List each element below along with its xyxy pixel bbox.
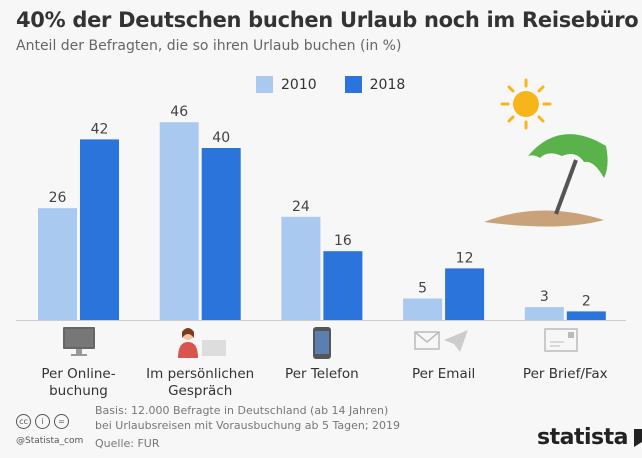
data-label: 3 <box>540 289 549 305</box>
nd-icon: = <box>54 414 69 429</box>
letter-icon <box>544 328 578 352</box>
category-label: Per Email <box>411 366 476 382</box>
beach-illustration-icon <box>484 78 608 227</box>
chart-title: 40% der Deutschen buchen Urlaub noch im … <box>16 8 639 32</box>
data-label: 12 <box>456 250 474 266</box>
basis-line-2: bei Urlaubsreisen mit Vorausbuchung ab 5… <box>95 419 401 432</box>
category-label: Per Brief/Fax <box>522 366 608 382</box>
statista-logo-icon <box>633 428 642 447</box>
chart-subtitle: Anteil der Befragten, die so ihren Urlau… <box>16 38 402 54</box>
bar-2010-0 <box>38 208 77 320</box>
bar-2018-1 <box>201 148 241 320</box>
basis-line-1: Basis: 12.000 Befragte in Deutschland (a… <box>95 404 389 417</box>
creative-commons-icons: cc i = <box>16 414 69 429</box>
phone-icon <box>313 327 331 359</box>
legend: 2010 2018 <box>256 76 405 93</box>
bar-2010-1 <box>159 122 199 320</box>
data-label: 46 <box>170 104 188 120</box>
category-label: Per Telefon <box>285 366 359 382</box>
bar-2018-3 <box>445 268 485 320</box>
data-label: 5 <box>418 281 427 297</box>
data-label: 24 <box>292 199 310 215</box>
footnote: Basis: 12.000 Befragte in Deutschland (a… <box>95 403 400 451</box>
bar-2018-0 <box>80 139 119 320</box>
monitor-icon <box>63 327 95 356</box>
source: Quelle: FUR <box>95 437 160 450</box>
data-label: 26 <box>49 190 67 206</box>
bar-2010-4 <box>524 307 564 320</box>
cc-icon: cc <box>16 414 31 429</box>
data-label: 2 <box>582 293 591 309</box>
legend-swatch <box>344 76 362 93</box>
legend-label: 2018 <box>369 76 406 93</box>
category-label: Per Online-buchung <box>41 366 116 399</box>
legend-item-2018: 2018 <box>344 76 406 93</box>
category-label: Im persönlichen Gespräch <box>146 366 255 399</box>
legend-label: 2010 <box>281 76 317 93</box>
statista-logo[interactable]: statista <box>537 425 642 450</box>
by-icon: i <box>35 414 50 429</box>
data-label: 16 <box>334 233 352 249</box>
legend-swatch <box>256 76 273 93</box>
data-label: 42 <box>91 121 109 137</box>
bar-2018-4 <box>566 311 606 320</box>
logo-text: statista <box>537 425 628 450</box>
statista-handle: @Statista_com <box>16 436 84 446</box>
email-icon <box>414 330 468 352</box>
bar-2010-3 <box>403 298 443 320</box>
legend-item-2010: 2010 <box>256 76 317 93</box>
data-label: 40 <box>212 130 230 146</box>
bar-2010-2 <box>281 216 321 320</box>
person-desk-icon <box>178 328 226 358</box>
bar-2018-2 <box>323 251 363 320</box>
